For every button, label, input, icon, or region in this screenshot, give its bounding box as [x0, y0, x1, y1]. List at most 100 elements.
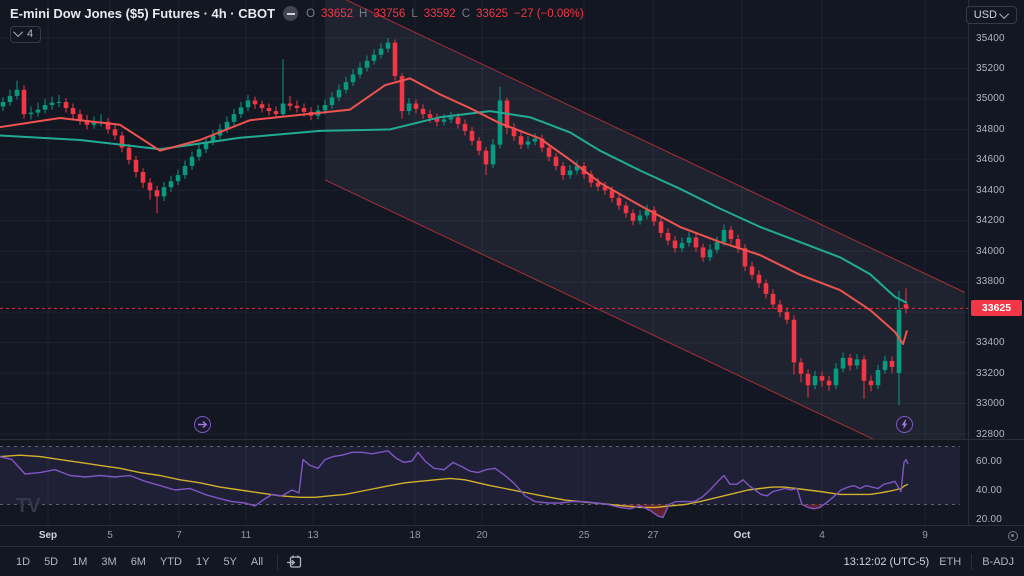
candle	[763, 283, 769, 294]
candle	[791, 319, 797, 363]
channel-lower-line	[324, 179, 877, 440]
candle	[126, 147, 132, 160]
price-axis[interactable]: 33625 35400 35200 35000 34800 34600 34400 3420…	[968, 0, 1024, 525]
candle	[847, 357, 853, 366]
candle	[679, 242, 685, 249]
open-label: O	[306, 7, 316, 20]
candle	[91, 122, 97, 125]
candle	[567, 170, 573, 176]
range-button-5y[interactable]: 5Y	[223, 555, 237, 568]
candle	[784, 312, 790, 320]
time-axis-label: 11	[240, 530, 252, 541]
time-axis-label: 5	[107, 530, 113, 541]
candle	[756, 274, 762, 284]
candle	[266, 108, 272, 112]
date-range-buttons: 1D 5D 1M 3M 6M YTD 1Y 5Y All	[10, 553, 269, 571]
toolbar-divider	[971, 553, 973, 570]
range-button-all[interactable]: All	[250, 555, 264, 568]
time-axis-label: 27	[647, 530, 659, 541]
candle	[833, 368, 839, 386]
rsi-line	[0, 450, 909, 519]
rsi-indicator-pane[interactable]	[0, 440, 968, 525]
price-axis-label: 35000	[976, 93, 1005, 105]
go-to-date-calendar-icon[interactable]	[286, 553, 304, 571]
pane-separator[interactable]	[0, 439, 1024, 440]
candle	[574, 165, 580, 171]
candle	[455, 117, 461, 125]
candle	[196, 149, 202, 157]
candle	[224, 121, 230, 130]
range-button-6m[interactable]: 6M	[130, 555, 146, 568]
range-button-1d[interactable]: 1D	[16, 555, 31, 568]
legend-collapse-button[interactable]	[283, 6, 299, 21]
candle	[245, 100, 251, 108]
candle	[798, 362, 804, 374]
axis-settings-gear-icon[interactable]	[1008, 531, 1018, 541]
candle	[630, 213, 636, 221]
candle	[511, 127, 517, 137]
candle	[77, 114, 83, 121]
symbol-title[interactable]: E-mini Dow Jones ($5) Futures · 4h · CBO…	[10, 6, 276, 21]
candle	[259, 104, 265, 109]
range-button-3m[interactable]: 3M	[101, 555, 117, 568]
lightning-bolt-icon	[901, 419, 908, 430]
candle	[665, 232, 671, 241]
range-button-1y[interactable]: 1Y	[195, 555, 210, 568]
candle	[203, 141, 209, 150]
candle	[651, 210, 657, 222]
price-axis-label: 34200	[976, 215, 1005, 227]
candle	[490, 144, 496, 165]
candle	[714, 242, 720, 250]
event-marker-arrow-icon[interactable]	[194, 416, 211, 433]
range-button-5d[interactable]: 5D	[44, 555, 59, 568]
candle	[182, 165, 188, 176]
candle	[735, 239, 741, 249]
candle	[35, 109, 41, 113]
price-axis-label: 34000	[976, 245, 1005, 257]
main-price-pane[interactable]	[0, 0, 968, 440]
low-label: L	[411, 7, 418, 20]
clock-readout[interactable]: 13:12:02 (UTC-5)	[843, 555, 930, 568]
candle	[420, 108, 426, 115]
indicators-row: 4	[10, 24, 42, 43]
adjustment-toggle[interactable]: B-ADJ	[982, 555, 1014, 568]
time-axis[interactable]: Sep 5 7 11 13 18 20 25 27 Oct 4 9	[0, 525, 1024, 546]
rsi-oversold-fill	[0, 504, 908, 518]
candle	[56, 101, 62, 103]
chevron-down-icon	[13, 27, 24, 38]
toolbar-right-group: 13:12:02 (UTC-5) ETH B-ADJ	[843, 553, 1014, 570]
candle	[0, 101, 6, 107]
candle	[483, 150, 489, 165]
candle	[364, 60, 370, 68]
chart-plot-region[interactable]	[0, 0, 968, 525]
candle	[875, 370, 881, 386]
rsi-axis-label: 60.00	[976, 455, 1003, 467]
candle	[350, 74, 356, 83]
candle	[525, 141, 531, 145]
candle	[385, 42, 391, 49]
candle	[154, 190, 160, 197]
range-button-1m[interactable]: 1M	[72, 555, 88, 568]
price-axis-label: 35200	[976, 62, 1005, 74]
candle	[532, 138, 538, 142]
indicators-collapse-button[interactable]: 4	[10, 25, 42, 43]
candle	[805, 373, 811, 386]
candle	[672, 240, 678, 249]
time-axis-label: 9	[922, 530, 928, 541]
session-toggle[interactable]: ETH	[939, 555, 962, 568]
candle	[861, 359, 867, 381]
price-axis-label: 35400	[976, 32, 1005, 44]
candle	[175, 175, 181, 182]
candle	[7, 95, 13, 102]
indicators-count: 4	[27, 27, 34, 40]
channel-fill	[325, 0, 965, 440]
range-button-ytd[interactable]: YTD	[159, 555, 182, 568]
candle	[539, 138, 545, 148]
price-axis-label: 33400	[976, 337, 1005, 349]
low-value: 33592	[423, 7, 456, 20]
candle	[357, 67, 363, 75]
currency-selector[interactable]: USD	[965, 6, 1017, 24]
candle	[637, 215, 643, 221]
rsi-ma-line	[0, 454, 909, 509]
event-marker-lightning-icon[interactable]	[896, 416, 913, 433]
